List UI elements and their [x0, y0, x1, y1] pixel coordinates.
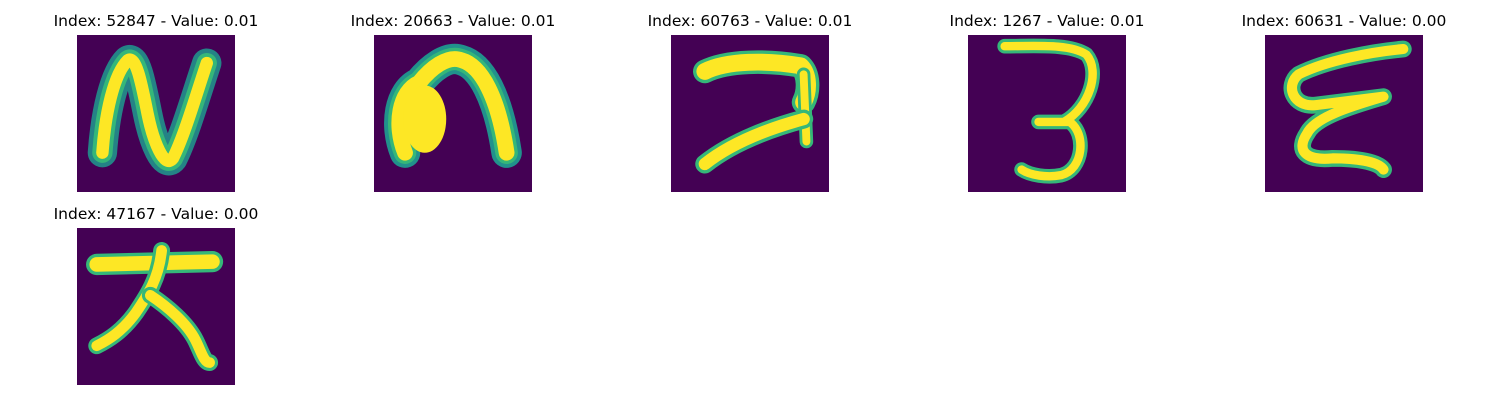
- panel-title: Index: 60631 - Value: 0.00: [1241, 12, 1447, 30]
- panel-1: Index: 52847 - Value: 0.01: [0, 0, 300, 192]
- panel-title: Index: 60763 - Value: 0.01: [647, 12, 853, 30]
- panel-4: Index: 1267 - Value: 0.01: [891, 0, 1191, 192]
- digit-image: [671, 35, 829, 192]
- digit-image: [1265, 35, 1423, 192]
- panel-title: Index: 47167 - Value: 0.00: [53, 205, 259, 223]
- digit-image: [77, 228, 235, 385]
- panel-title: Index: 1267 - Value: 0.01: [949, 12, 1145, 30]
- digit-image: [968, 35, 1126, 192]
- panel-2: Index: 20663 - Value: 0.01: [297, 0, 597, 192]
- panel-5: Index: 60631 - Value: 0.00: [1188, 0, 1488, 192]
- digit-image: [77, 35, 235, 192]
- panel-6: Index: 47167 - Value: 0.00: [0, 193, 300, 385]
- digit-image: [374, 35, 532, 192]
- panel-title: Index: 52847 - Value: 0.01: [53, 12, 259, 30]
- panel-3: Index: 60763 - Value: 0.01: [594, 0, 894, 192]
- panel-title: Index: 20663 - Value: 0.01: [350, 12, 556, 30]
